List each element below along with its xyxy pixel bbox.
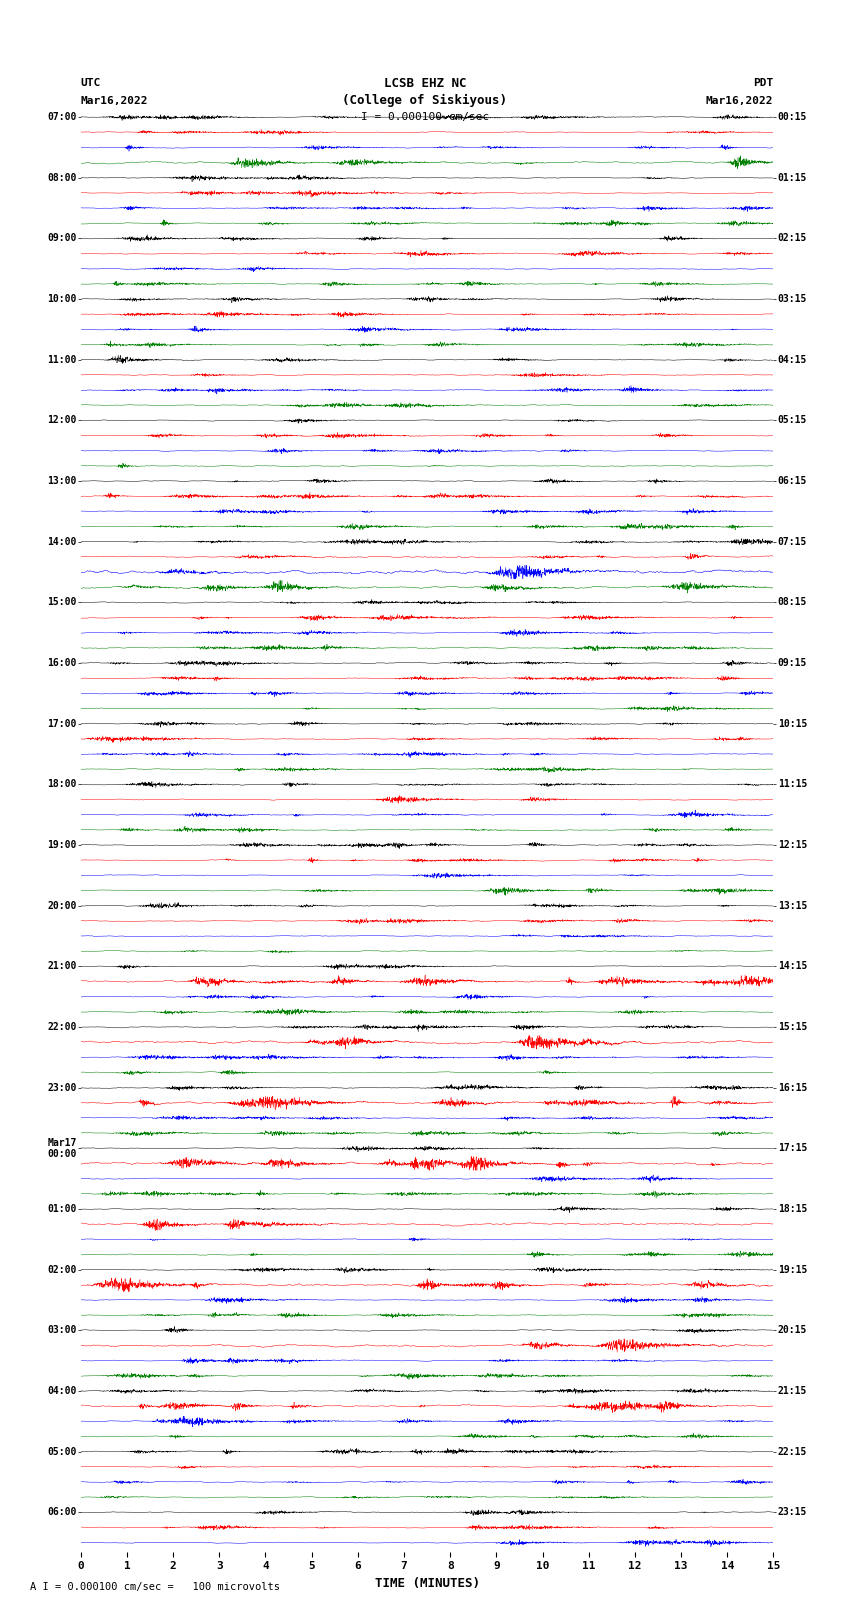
Text: PDT: PDT [753, 77, 774, 89]
Text: I = 0.000100 cm/sec: I = 0.000100 cm/sec [361, 111, 489, 123]
Text: Mar16,2022: Mar16,2022 [81, 95, 148, 106]
Text: UTC: UTC [81, 77, 101, 89]
Text: (College of Siskiyous): (College of Siskiyous) [343, 94, 507, 108]
Text: A I = 0.000100 cm/sec =   100 microvolts: A I = 0.000100 cm/sec = 100 microvolts [30, 1582, 280, 1592]
Text: LCSB EHZ NC: LCSB EHZ NC [383, 76, 467, 90]
X-axis label: TIME (MINUTES): TIME (MINUTES) [375, 1578, 479, 1590]
Text: Mar16,2022: Mar16,2022 [706, 95, 774, 106]
